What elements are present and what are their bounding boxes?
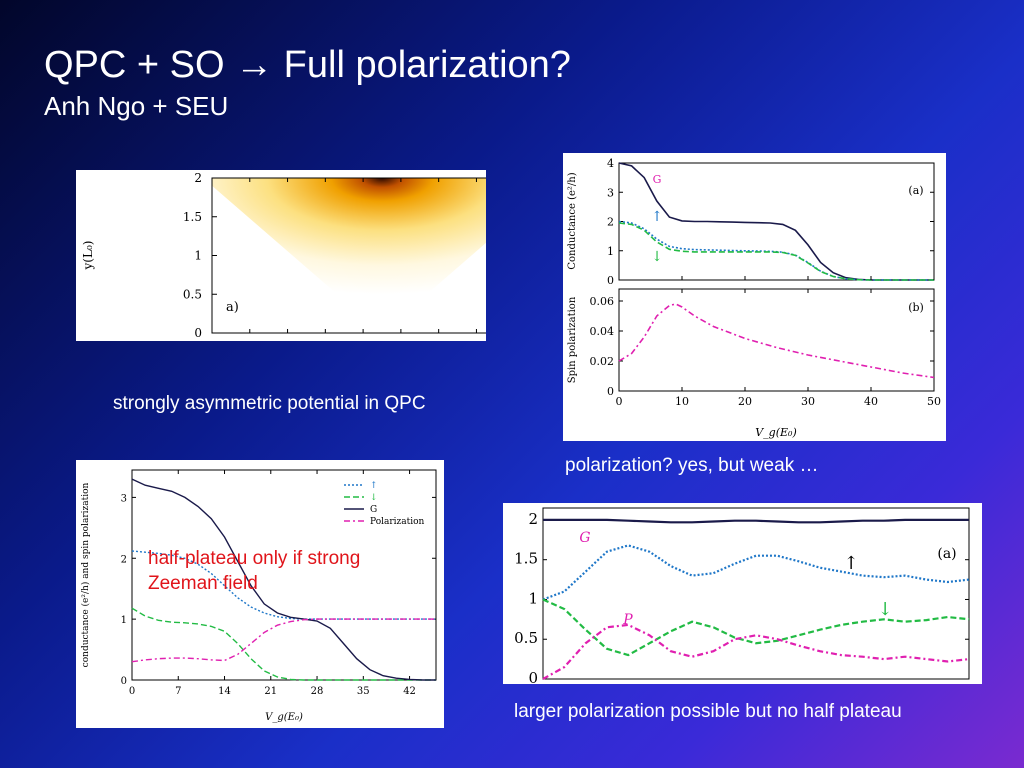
series-line-G bbox=[543, 518, 969, 524]
caption-top-right: polarization? yes, but weak … bbox=[565, 455, 819, 476]
series-line-x bbox=[618, 222, 934, 281]
y-tick-label: 3 bbox=[121, 493, 127, 504]
y-axis-label: conductance (e²/h) and spin polarization bbox=[80, 482, 91, 667]
y-tick-label: 0.04 bbox=[590, 325, 615, 338]
x-axis-label: V_g(E₀) bbox=[265, 712, 303, 723]
y-tick-label: 0.06 bbox=[590, 295, 615, 308]
half-plateau-note: half-plateau only if strong Zeeman field bbox=[148, 546, 360, 596]
conductance-polarization-figure: 0 1 2 3 4 Conductance (e²/h) (a) G ↑ ↓ 0 0.02 0.04 0.… bbox=[563, 153, 946, 441]
y-tick-label: 0 bbox=[121, 676, 127, 687]
x-tick-label: 42 bbox=[403, 686, 416, 697]
y-tick-label: 1.5 bbox=[183, 210, 202, 224]
y-axis-label: Spin polarization bbox=[567, 296, 578, 383]
series-line-G bbox=[618, 162, 934, 281]
plot-frame bbox=[542, 507, 970, 680]
y-tick-label: 0.02 bbox=[590, 355, 615, 368]
y-axis-label: Conductance (e²/h) bbox=[567, 172, 578, 269]
x-axis-label: V_g(E₀) bbox=[755, 426, 797, 439]
annotation-G: G bbox=[579, 530, 590, 546]
note-line-1: half-plateau only if strong bbox=[148, 548, 361, 569]
x-tick-label: 40 bbox=[864, 395, 878, 408]
y-tick-label: 3 bbox=[607, 186, 614, 199]
zeeman-figure: 0 1 2 3 0 7 14 21 28 35 42 conductance (e²/h) and s… bbox=[76, 460, 444, 728]
y-tick-label: 0 bbox=[528, 669, 538, 684]
series-line-Polarization bbox=[131, 618, 436, 663]
x-tick-label: 28 bbox=[311, 686, 324, 697]
y-axis-label: y(L₀) bbox=[81, 241, 95, 271]
panel-label: (a) bbox=[908, 184, 923, 197]
legend-label: ↓ bbox=[370, 493, 378, 503]
y-tick-label: 0.5 bbox=[183, 287, 202, 301]
plot-frame bbox=[618, 288, 935, 392]
oscillation-figure: 0 0.5 1 1.5 2 (a) G P ↑ ↓ bbox=[503, 503, 982, 684]
annotation-down: ↓ bbox=[877, 599, 892, 620]
y-tick-label: 0.5 bbox=[514, 629, 538, 647]
y-tick-label: 2 bbox=[528, 510, 538, 528]
y-tick-label: 0 bbox=[194, 326, 202, 340]
heatmap-mask-left bbox=[212, 185, 382, 333]
x-tick-label: 10 bbox=[675, 395, 689, 408]
y-tick-label: 1.5 bbox=[514, 550, 538, 568]
annotation-G: G bbox=[653, 173, 662, 186]
annotation-P: P bbox=[622, 612, 633, 628]
slide-title: QPC + SO → Full polarization? bbox=[44, 44, 571, 86]
plot-frame bbox=[618, 162, 935, 281]
x-tick-label: 30 bbox=[801, 395, 815, 408]
legend-label: G bbox=[370, 505, 377, 515]
heatmap-figure: 0 0.5 1 1.5 2 y(L₀) a) bbox=[76, 170, 486, 341]
y-tick-label: 2 bbox=[121, 554, 127, 565]
caption-heatmap: strongly asymmetric potential in QPC bbox=[113, 393, 426, 414]
y-tick-label: 2 bbox=[194, 171, 202, 185]
series-line-x bbox=[131, 550, 436, 620]
y-tick-label: 2 bbox=[607, 216, 614, 229]
x-tick-label: 35 bbox=[357, 686, 370, 697]
conductance-chart: 0 1 2 3 4 Conductance (e²/h) (a) G ↑ ↓ 0 0.02 0.04 0.… bbox=[567, 157, 941, 439]
series-line-x bbox=[542, 544, 970, 601]
slide-subtitle: Anh Ngo + SEU bbox=[44, 91, 229, 121]
x-tick-label: 20 bbox=[738, 395, 752, 408]
legend-label: Polarization bbox=[370, 517, 425, 527]
y-tick-label: 1 bbox=[607, 245, 614, 258]
plot-frame bbox=[131, 469, 437, 681]
annotation-up: ↑ bbox=[843, 553, 858, 574]
x-tick-label: 50 bbox=[927, 395, 941, 408]
series-line-G bbox=[131, 478, 436, 681]
series-line-x bbox=[542, 598, 970, 657]
note-line-2: Zeeman field bbox=[148, 573, 258, 594]
panel-label: a) bbox=[226, 300, 239, 315]
caption-bottom-right: larger polarization possible but no half… bbox=[514, 701, 902, 722]
zeeman-chart: 0 1 2 3 0 7 14 21 28 35 42 conductance (e²/h) and s… bbox=[80, 469, 437, 723]
heatmap-chart: 0 0.5 1 1.5 2 y(L₀) a) bbox=[81, 171, 486, 340]
series-line-x bbox=[618, 220, 934, 281]
y-tick-label: 0 bbox=[607, 274, 614, 287]
x-tick-label: 14 bbox=[218, 686, 231, 697]
x-tick-label: 0 bbox=[129, 686, 135, 697]
series-line-x bbox=[131, 607, 436, 681]
panel-label: (a) bbox=[937, 546, 956, 562]
y-tick-label: 1 bbox=[194, 249, 202, 263]
series-line-P bbox=[618, 303, 935, 379]
y-tick-label: 0 bbox=[607, 385, 614, 398]
y-tick-label: 1 bbox=[528, 589, 538, 607]
x-tick-label: 0 bbox=[616, 395, 623, 408]
x-tick-label: 7 bbox=[175, 686, 181, 697]
panel-label: (b) bbox=[908, 301, 924, 314]
y-tick-label: 1 bbox=[121, 615, 127, 626]
legend-label: ↑ bbox=[370, 481, 378, 491]
oscillation-chart: 0 0.5 1 1.5 2 (a) G P ↑ ↓ bbox=[514, 507, 970, 684]
annotation-up: ↑ bbox=[651, 209, 663, 225]
y-tick-label: 4 bbox=[607, 157, 614, 170]
x-tick-label: 21 bbox=[264, 686, 277, 697]
annotation-down: ↓ bbox=[651, 249, 663, 265]
series-line-P bbox=[542, 623, 970, 680]
